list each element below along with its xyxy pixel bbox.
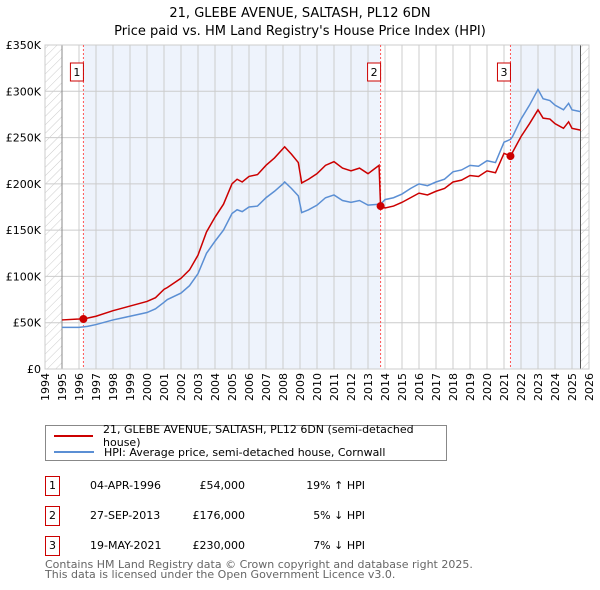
sale-date: 19-MAY-2021 — [90, 539, 162, 552]
x-tick-label: 2019 — [464, 373, 477, 401]
footer-line2: This data is licensed under the Open Gov… — [45, 568, 396, 581]
sale-row: 1 04-APR-1996 £54,000 19% ↑ HPI — [45, 476, 465, 496]
hatch-after-data — [580, 45, 589, 369]
plot-border — [44, 44, 590, 370]
sale-hpi-diff: 5% ↓ HPI — [313, 509, 365, 522]
x-tick-label: 2003 — [192, 373, 205, 401]
x-tick-label: 2002 — [175, 373, 188, 401]
legend-label-hpi: HPI: Average price, semi-detached house,… — [104, 445, 386, 459]
x-tick-label: 2010 — [311, 373, 324, 401]
sale-marker-label: 2 — [371, 66, 378, 79]
x-tick-label: 2026 — [583, 373, 596, 401]
x-tick-label: 1999 — [124, 373, 137, 401]
x-tick-label: 2024 — [549, 373, 562, 401]
y-tick-label: £250K — [6, 132, 42, 145]
sale-price: £176,000 — [192, 509, 246, 522]
sale-marker-label: 3 — [500, 66, 507, 79]
chart-title: 21, GLEBE AVENUE, SALTASH, PL12 6DN — [169, 6, 431, 21]
x-tick-label: 2001 — [158, 373, 171, 401]
y-tick-label: £300K — [6, 85, 42, 98]
x-tick-label: 2017 — [430, 373, 443, 401]
footer-line1: Contains HM Land Registry data © Crown c… — [45, 558, 473, 571]
sale-row: 2 27-SEP-2013 £176,000 5% ↓ HPI — [45, 506, 465, 526]
x-tick-label: 1998 — [107, 373, 120, 401]
x-tick-label: 2004 — [209, 373, 222, 401]
x-tick-label: 2020 — [481, 373, 494, 401]
x-tick-label: 2012 — [345, 373, 358, 401]
legend-swatch-property — [54, 435, 94, 437]
x-tick-label: 2022 — [515, 373, 528, 401]
sale-marker-label: 1 — [73, 66, 80, 79]
sale-price: £230,000 — [192, 539, 246, 552]
sale-badge: 2 — [45, 506, 60, 526]
sale-date: 04-APR-1996 — [90, 479, 162, 492]
sale-badge: 3 — [45, 536, 60, 556]
legend-swatch-hpi — [54, 451, 94, 453]
x-tick-label: 2014 — [379, 373, 392, 401]
x-tick-label: 2013 — [362, 373, 375, 401]
x-tick-label: 2006 — [243, 373, 256, 401]
sale-marker-box — [69, 62, 84, 82]
x-tick-label: 2018 — [447, 373, 460, 401]
x-tick-label: 1997 — [90, 373, 103, 401]
x-tick-label: 2009 — [294, 373, 307, 401]
footer: Contains HM Land Registry data © Crown c… — [45, 558, 473, 581]
x-tick-label: 2015 — [396, 373, 409, 401]
y-tick-label: £0 — [27, 363, 41, 376]
y-tick-label: £100K — [6, 270, 42, 283]
sale-hpi-diff: 19% ↑ HPI — [306, 479, 365, 492]
y-tick-label: £200K — [6, 178, 42, 191]
sale-row: 3 19-MAY-2021 £230,000 7% ↓ HPI — [45, 536, 465, 556]
sale-marker-box — [496, 62, 511, 82]
legend-label-property: 21, GLEBE AVENUE, SALTASH, PL12 6DN (sem… — [103, 423, 414, 449]
x-tick-label: 1995 — [56, 373, 69, 401]
x-tick-label: 2007 — [260, 373, 273, 401]
legend: 21, GLEBE AVENUE, SALTASH, PL12 6DN (sem… — [45, 423, 447, 461]
sale-point — [79, 315, 88, 324]
x-tick-label: 2021 — [498, 373, 511, 401]
sale-badge: 1 — [45, 476, 60, 496]
x-tick-label: 2025 — [566, 373, 579, 401]
sale-point — [376, 202, 385, 211]
chart-subtitle: Price paid vs. HM Land Registry's House … — [114, 24, 486, 39]
plot-area: 1994 1995 1996 1997 1998 1999 2000 2001 2002 2003… — [6, 39, 596, 401]
sale-price: £54,000 — [199, 479, 246, 492]
y-tick-label: £350K — [6, 39, 42, 52]
x-tick-label: 2005 — [226, 373, 239, 401]
x-tick-label: 2000 — [141, 373, 154, 401]
hpi-line — [62, 87, 581, 329]
hatch-before-data — [45, 45, 62, 369]
x-tick-label: 1996 — [73, 373, 86, 401]
x-tick-label: 1994 — [39, 373, 52, 401]
sale-point — [506, 152, 515, 161]
x-tick-label: 2016 — [413, 373, 426, 401]
x-tick-label: 2023 — [532, 373, 545, 401]
sale-marker-box — [367, 62, 382, 82]
y-tick-label: £150K — [6, 224, 42, 237]
sale-hpi-diff: 7% ↓ HPI — [313, 539, 365, 552]
sale-date: 27-SEP-2013 — [90, 509, 161, 522]
x-tick-label: 2011 — [328, 373, 341, 401]
y-tick-label: £50K — [13, 317, 42, 330]
x-tick-label: 2008 — [277, 373, 290, 401]
